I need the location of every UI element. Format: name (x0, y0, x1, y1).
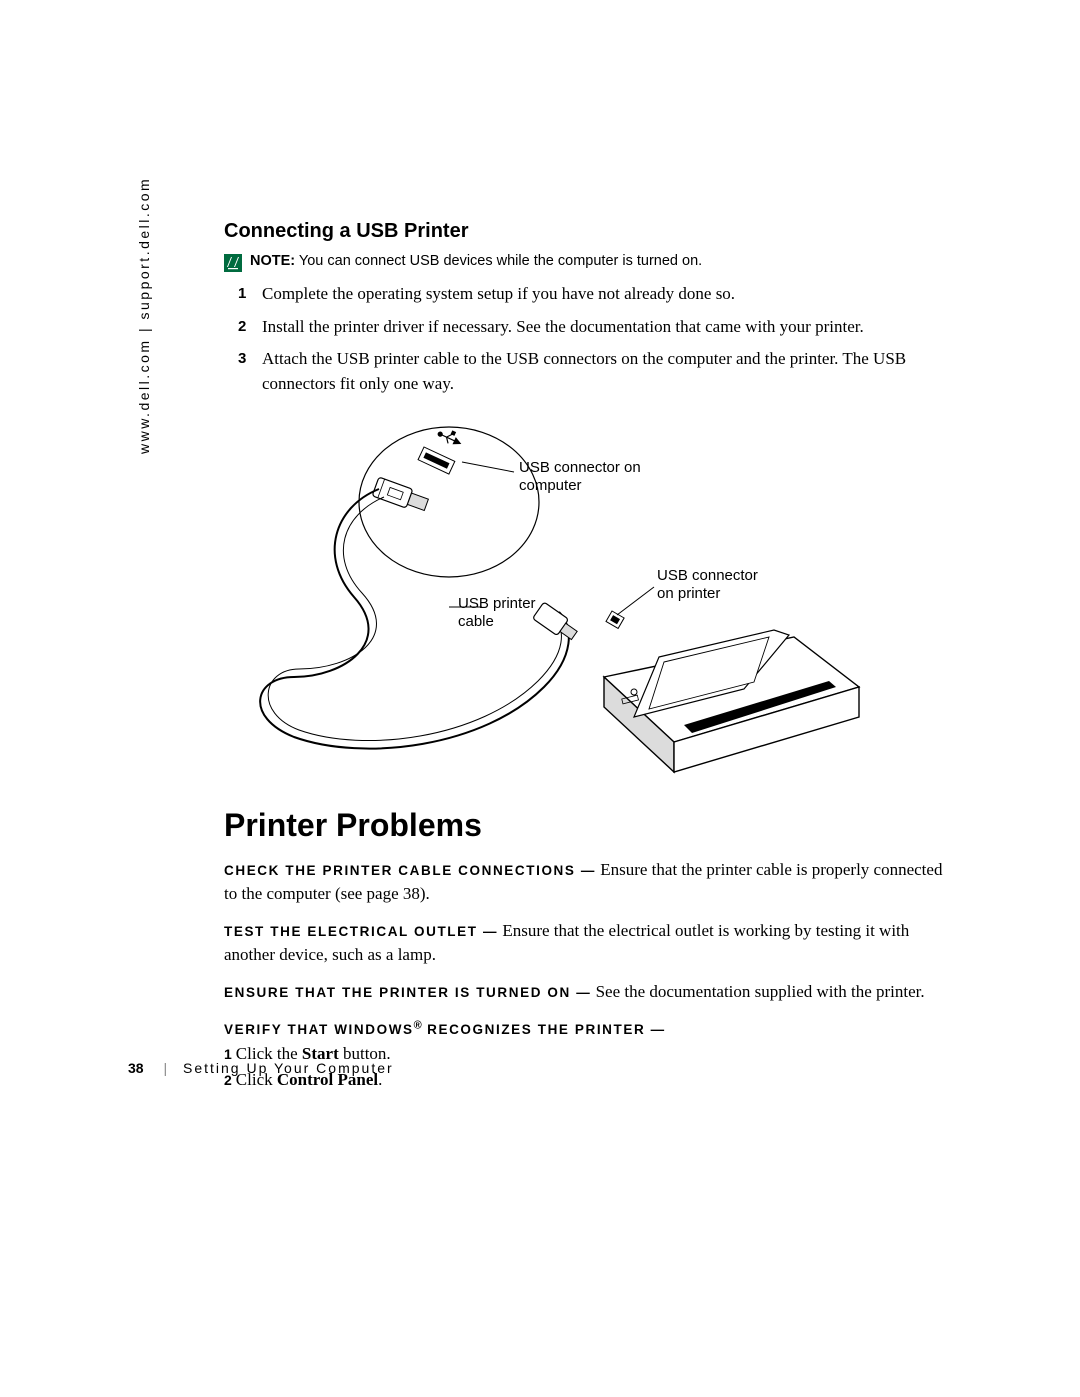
callout-usb-printer: USB connector on printer (657, 567, 758, 605)
step-2: Install the printer driver if necessary.… (238, 315, 954, 340)
trouble-lead-4-pre: Verify that Windows (224, 1022, 414, 1037)
trouble-body-3: See the documentation supplied with the … (596, 982, 925, 1001)
note-block: NOTE: You can connect USB devices while … (224, 253, 954, 272)
trouble-lead-3: Ensure that the printer is turned on — (224, 985, 591, 1000)
trouble-printer-on: Ensure that the printer is turned on — S… (224, 980, 954, 1005)
steps-list: Complete the operating system setup if y… (238, 282, 954, 397)
note-body: You can connect USB devices while the co… (299, 253, 702, 269)
trouble-lead-1: Check the printer cable connections — (224, 863, 596, 878)
note-icon (224, 254, 242, 272)
footer-separator-icon: | (163, 1060, 169, 1076)
step-3: Attach the USB printer cable to the USB … (238, 347, 954, 396)
trouble-verify-windows: Verify that Windows® recognizes the prin… (224, 1017, 954, 1093)
trouble-electrical-outlet: Test the electrical outlet — Ensure that… (224, 919, 954, 968)
page-footer: 38 | Setting Up Your Computer (128, 1060, 394, 1076)
trouble-lead-4: Verify that Windows® recognizes the prin… (224, 1021, 666, 1037)
page: www.dell.com | support.dell.com Connecti… (0, 0, 1080, 1397)
callout-usb-computer: USB connector on computer (519, 459, 641, 497)
subheading-connecting-usb-printer: Connecting a USB Printer (224, 220, 954, 243)
footer-section-title: Setting Up Your Computer (183, 1060, 394, 1076)
page-number: 38 (128, 1060, 144, 1076)
trouble-lead-2: Test the electrical outlet — (224, 924, 498, 939)
step-1: Complete the operating system setup if y… (238, 282, 954, 307)
content-column: Connecting a USB Printer NOTE: You can c… (224, 220, 954, 1104)
callout-usb-cable: USB printer cable (458, 595, 536, 633)
note-label: NOTE: (250, 253, 295, 269)
trouble-cable-connections: Check the printer cable connections — En… (224, 858, 954, 907)
note-text: NOTE: You can connect USB devices while … (250, 253, 702, 269)
registered-mark-icon: ® (414, 1019, 422, 1031)
trouble-lead-4-post: recognizes the printer — (422, 1022, 666, 1037)
heading-printer-problems: Printer Problems (224, 807, 954, 844)
usb-diagram: USB connector on computer USB printer ca… (224, 417, 954, 777)
side-url-text: www.dell.com | support.dell.com (136, 177, 152, 454)
